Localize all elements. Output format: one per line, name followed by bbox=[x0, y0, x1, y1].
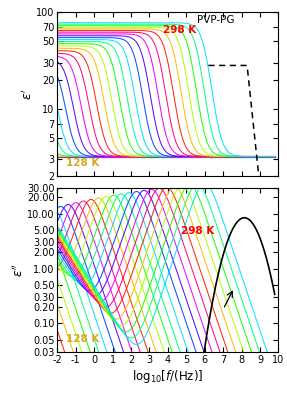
Text: PVP-PG: PVP-PG bbox=[197, 16, 234, 26]
Text: 298 K: 298 K bbox=[181, 226, 214, 236]
Text: 128 K: 128 K bbox=[66, 158, 100, 168]
Y-axis label: $\varepsilon''$: $\varepsilon''$ bbox=[11, 263, 26, 277]
X-axis label: $\mathrm{log}_{10}[f/(\mathrm{Hz})]$: $\mathrm{log}_{10}[f/(\mathrm{Hz})]$ bbox=[132, 368, 203, 384]
Text: 298 K: 298 K bbox=[164, 25, 197, 35]
Text: 128 K: 128 K bbox=[66, 334, 100, 344]
Y-axis label: $\varepsilon'$: $\varepsilon'$ bbox=[20, 88, 35, 100]
